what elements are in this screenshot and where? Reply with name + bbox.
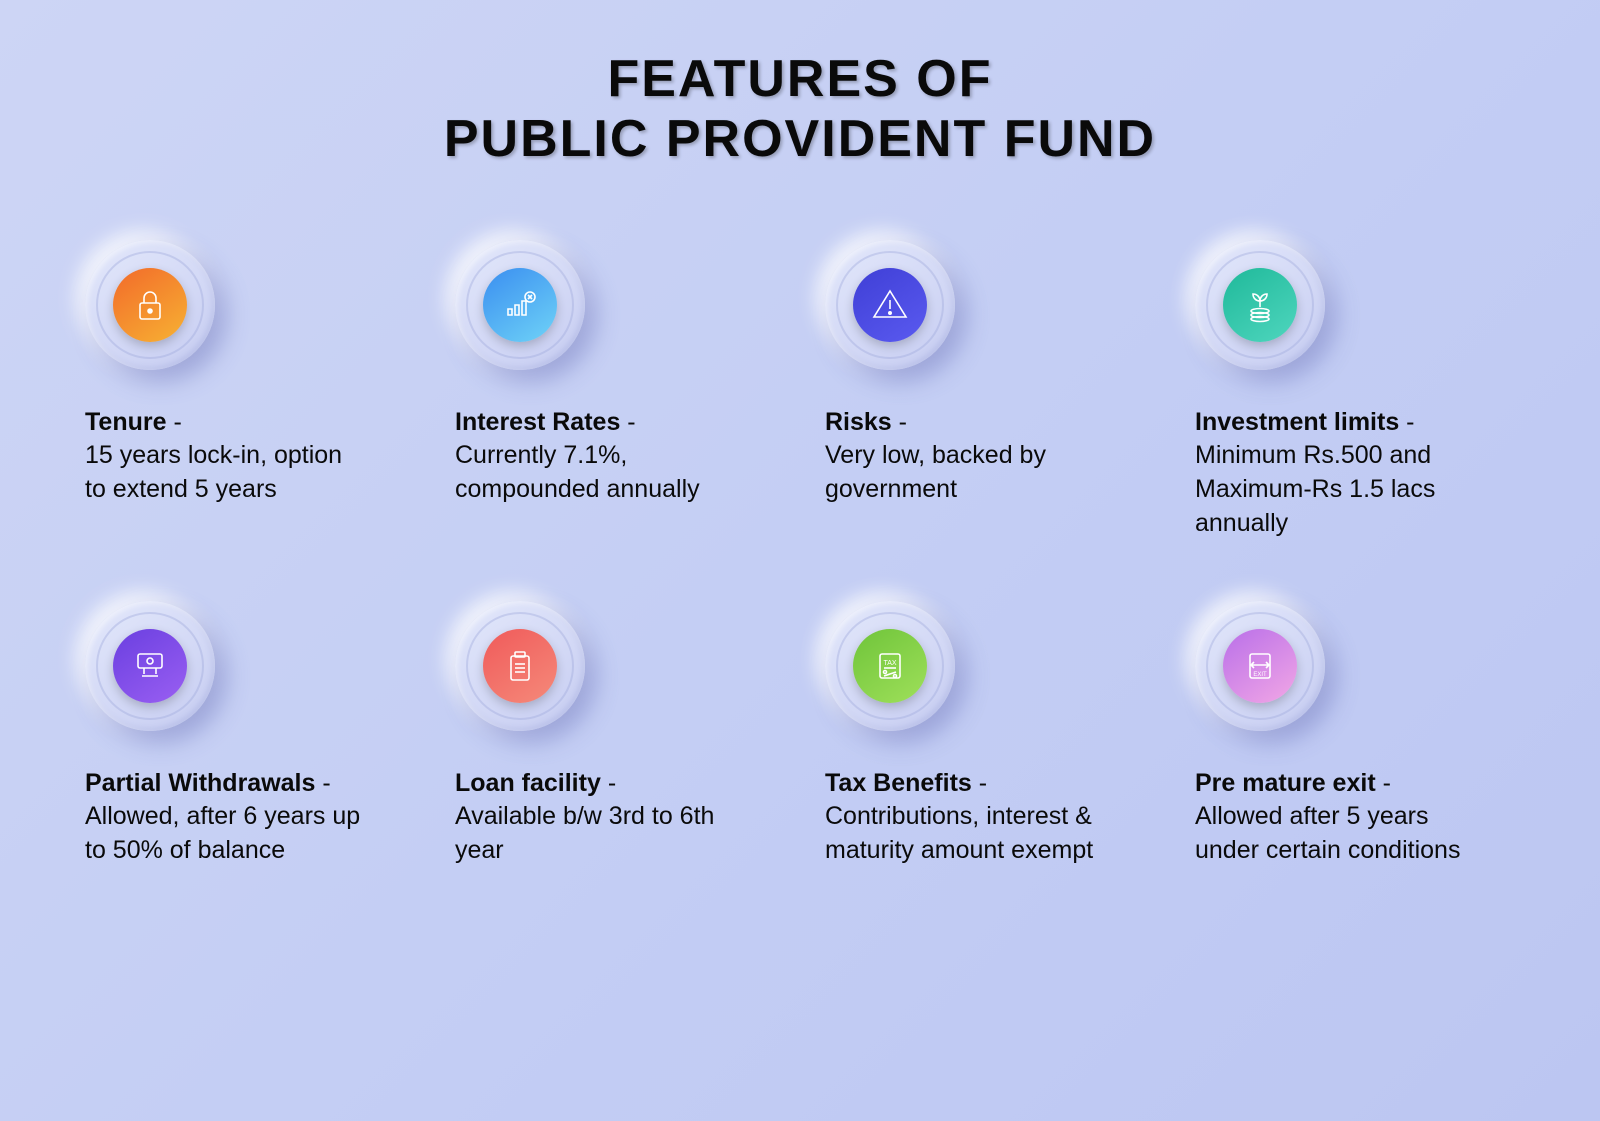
feature-text: Partial Withdrawals - Allowed, after 6 y… (85, 767, 365, 868)
atm-icon (113, 629, 187, 703)
feature-body: Allowed after 5 years under certain cond… (1195, 802, 1460, 864)
feature-heading: Investment limits (1195, 408, 1399, 436)
feature-body: Allowed, after 6 years up to 50% of bala… (85, 802, 360, 864)
icon-ring (466, 612, 574, 720)
feature-heading: Risks (825, 408, 892, 436)
interest-icon (483, 268, 557, 342)
features-grid: Tenure - 15 years lock-in, option to ext… (85, 240, 1515, 868)
icon-badge: EXIT (1195, 601, 1325, 731)
feature-text: Interest Rates - Currently 7.1%, compoun… (455, 406, 735, 507)
svg-text:EXIT: EXIT (1253, 672, 1267, 678)
feature-card: Tenure - 15 years lock-in, option to ext… (85, 240, 405, 541)
feature-card: Risks - Very low, backed by government (825, 240, 1145, 541)
icon-ring (96, 612, 204, 720)
icon-badge: TAX (825, 601, 955, 731)
feature-card: TAX Tax Benefits - Contributions, interes… (825, 601, 1145, 868)
tax-icon: TAX (853, 629, 927, 703)
icon-badge (1195, 240, 1325, 370)
title-line-2: PUBLIC PROVIDENT FUND (444, 110, 1156, 168)
feature-card: EXIT Pre mature exit - Allowed after 5 ye… (1195, 601, 1515, 868)
icon-ring (96, 251, 204, 359)
feature-card: Investment limits - Minimum Rs.500 and M… (1195, 240, 1515, 541)
icon-ring (1206, 251, 1314, 359)
icon-ring: TAX (836, 612, 944, 720)
icon-badge (825, 240, 955, 370)
feature-heading: Loan facility (455, 769, 601, 797)
feature-card: Partial Withdrawals - Allowed, after 6 y… (85, 601, 405, 868)
icon-badge (455, 240, 585, 370)
svg-text:TAX: TAX (883, 660, 896, 667)
feature-body: Contributions, interest & maturity amoun… (825, 802, 1093, 864)
feature-heading: Pre mature exit (1195, 769, 1376, 797)
page-title: FEATURES OF PUBLIC PROVIDENT FUND (85, 50, 1515, 170)
icon-badge (455, 601, 585, 731)
warning-icon (853, 268, 927, 342)
feature-heading: Partial Withdrawals (85, 769, 315, 797)
title-line-1: FEATURES OF (607, 50, 992, 108)
feature-body: Currently 7.1%, compounded annually (455, 441, 700, 503)
icon-badge (85, 601, 215, 731)
feature-body: 15 years lock-in, option to extend 5 yea… (85, 441, 342, 503)
feature-text: Loan facility - Available b/w 3rd to 6th… (455, 767, 735, 868)
feature-heading: Tax Benefits (825, 769, 972, 797)
icon-ring (466, 251, 574, 359)
icon-badge (85, 240, 215, 370)
feature-card: Loan facility - Available b/w 3rd to 6th… (455, 601, 775, 868)
feature-text: Investment limits - Minimum Rs.500 and M… (1195, 406, 1475, 541)
feature-body: Available b/w 3rd to 6th year (455, 802, 714, 864)
feature-text: Pre mature exit - Allowed after 5 years … (1195, 767, 1475, 868)
growth-icon (1223, 268, 1297, 342)
exit-icon: EXIT (1223, 629, 1297, 703)
icon-ring: EXIT (1206, 612, 1314, 720)
feature-text: Tenure - 15 years lock-in, option to ext… (85, 406, 365, 507)
feature-text: Risks - Very low, backed by government (825, 406, 1105, 507)
feature-text: Tax Benefits - Contributions, interest &… (825, 767, 1105, 868)
loan-icon (483, 629, 557, 703)
icon-ring (836, 251, 944, 359)
feature-heading: Tenure (85, 408, 167, 436)
infographic-container: FEATURES OF PUBLIC PROVIDENT FUND Tenure… (0, 0, 1600, 928)
feature-body: Minimum Rs.500 and Maximum-Rs 1.5 lacs a… (1195, 441, 1435, 537)
feature-card: Interest Rates - Currently 7.1%, compoun… (455, 240, 775, 541)
feature-heading: Interest Rates (455, 408, 620, 436)
lock-icon (113, 268, 187, 342)
feature-body: Very low, backed by government (825, 441, 1046, 503)
